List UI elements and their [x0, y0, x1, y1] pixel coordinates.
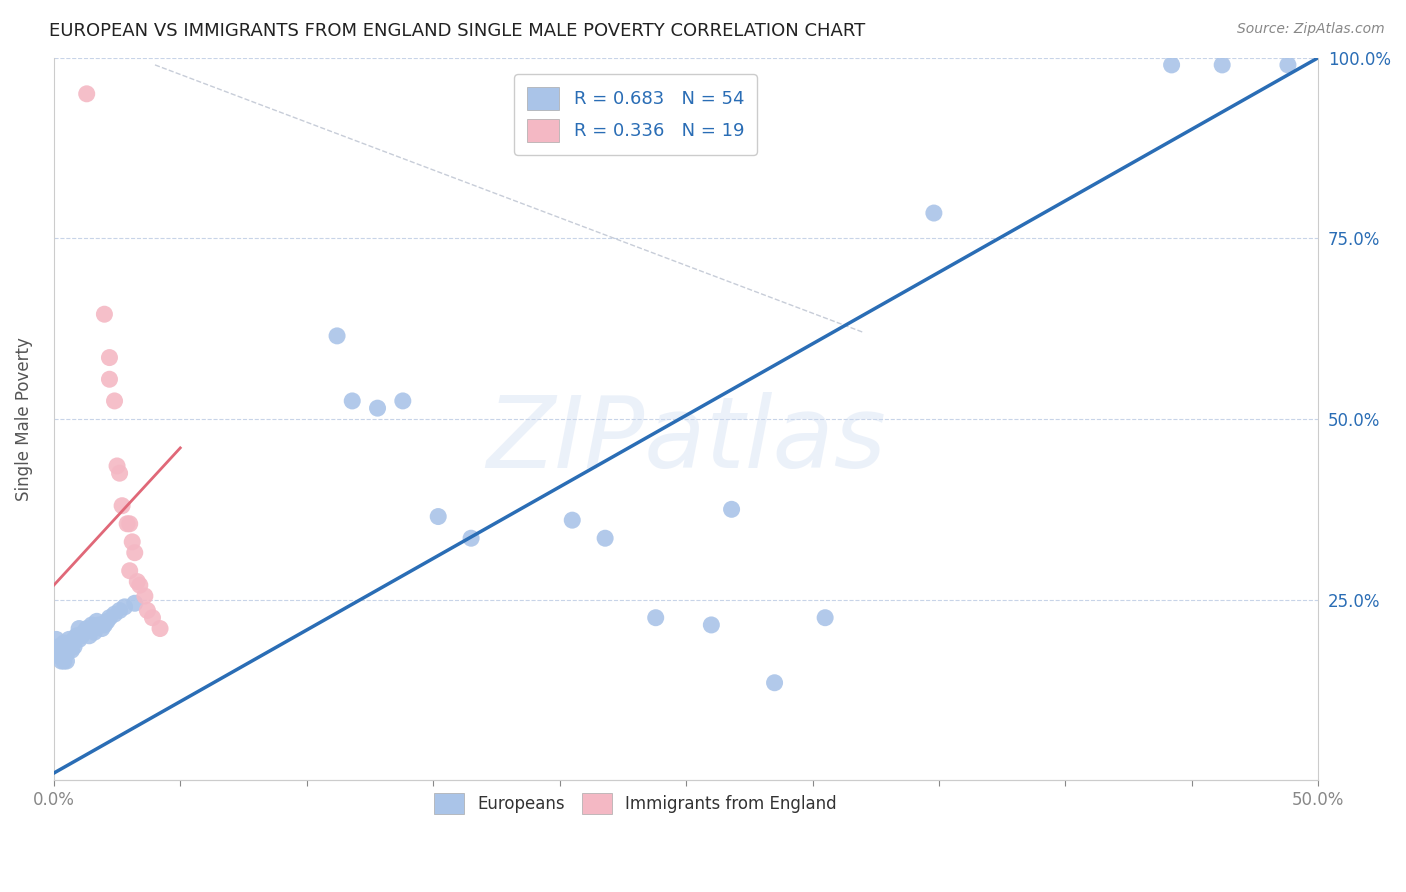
Point	[51, 643, 73, 657]
Text: Source: ZipAtlas.com: Source: ZipAtlas.com	[1237, 22, 1385, 37]
Point	[593, 531, 616, 545]
Point	[60, 636, 83, 650]
Point	[58, 636, 80, 650]
Point	[342, 393, 364, 408]
Point	[60, 643, 83, 657]
Point	[86, 615, 108, 629]
Point	[77, 629, 100, 643]
Point	[51, 650, 73, 665]
Y-axis label: Single Male Poverty: Single Male Poverty	[15, 337, 32, 501]
Point	[58, 632, 80, 647]
Point	[108, 603, 131, 617]
Point	[67, 622, 90, 636]
Text: ZIPatlas: ZIPatlas	[486, 392, 886, 489]
Point	[392, 393, 415, 408]
Point	[98, 611, 121, 625]
Point	[1160, 58, 1182, 72]
Point	[720, 502, 742, 516]
Point	[367, 401, 389, 416]
Point	[1277, 58, 1299, 72]
Point	[118, 516, 141, 531]
Point	[814, 611, 837, 625]
Point	[108, 466, 131, 480]
Legend: Europeans, Immigrants from England: Europeans, Immigrants from England	[423, 781, 848, 826]
Point	[460, 531, 482, 545]
Point	[922, 206, 945, 220]
Point	[141, 611, 163, 625]
Point	[73, 625, 96, 640]
Point	[63, 632, 86, 647]
Point	[48, 647, 70, 661]
Point	[128, 578, 150, 592]
Point	[65, 629, 87, 643]
Point	[70, 629, 93, 643]
Point	[83, 625, 105, 640]
Point	[124, 546, 146, 560]
Point	[103, 607, 125, 621]
Point	[52, 643, 75, 657]
Point	[561, 513, 583, 527]
Point	[80, 618, 103, 632]
Point	[98, 351, 121, 365]
Point	[45, 632, 67, 647]
Point	[55, 647, 77, 661]
Point	[48, 640, 70, 654]
Point	[55, 654, 77, 668]
Point	[115, 516, 138, 531]
Point	[93, 618, 115, 632]
Point	[55, 640, 77, 654]
Point	[67, 632, 90, 647]
Point	[118, 564, 141, 578]
Point	[114, 599, 136, 614]
Point	[76, 87, 98, 101]
Point	[1211, 58, 1233, 72]
Point	[96, 615, 118, 629]
Point	[127, 574, 149, 589]
Point	[149, 622, 172, 636]
Text: EUROPEAN VS IMMIGRANTS FROM ENGLAND SINGLE MALE POVERTY CORRELATION CHART: EUROPEAN VS IMMIGRANTS FROM ENGLAND SING…	[49, 22, 866, 40]
Point	[90, 622, 112, 636]
Point	[63, 640, 86, 654]
Point	[134, 589, 156, 603]
Point	[644, 611, 666, 625]
Point	[76, 622, 98, 636]
Point	[103, 393, 125, 408]
Point	[89, 618, 111, 632]
Point	[52, 636, 75, 650]
Point	[105, 458, 128, 473]
Point	[427, 509, 450, 524]
Point	[93, 307, 115, 321]
Point	[98, 372, 121, 386]
Point	[51, 654, 73, 668]
Point	[326, 329, 349, 343]
Point	[52, 654, 75, 668]
Point	[124, 596, 146, 610]
Point	[111, 499, 134, 513]
Point	[763, 675, 786, 690]
Point	[136, 603, 159, 617]
Point	[121, 534, 143, 549]
Point	[700, 618, 723, 632]
